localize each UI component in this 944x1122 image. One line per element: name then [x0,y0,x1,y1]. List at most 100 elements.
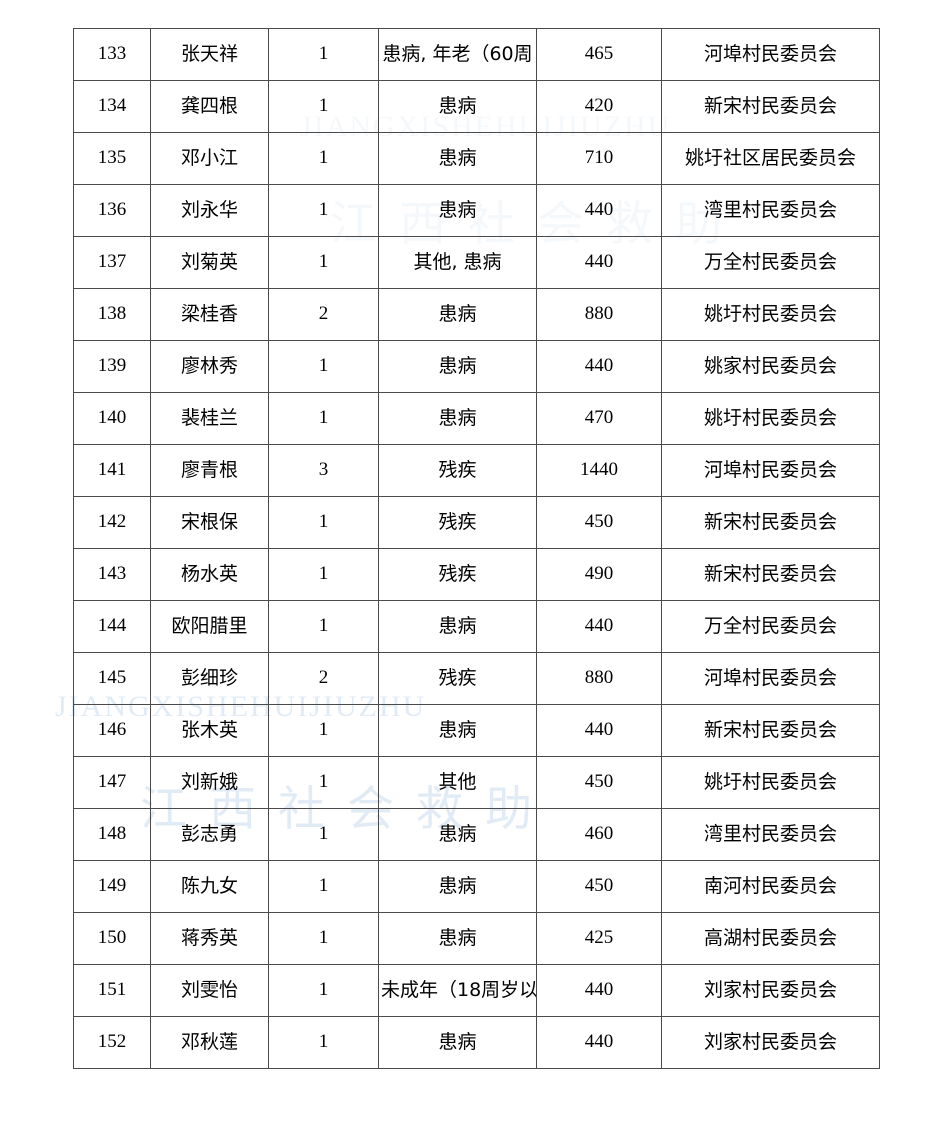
cell-seq: 135 [73,132,151,185]
cell-seq: 145 [73,652,151,705]
cell-seq: 133 [73,28,151,81]
cell-reason: 患病 [378,808,537,861]
table-row: 142 宋根保 1 残疾 450 新宋村民委员会 [73,496,880,549]
table-row: 135 邓小江 1 患病 710 姚圩社区居民委员会 [73,132,880,185]
cell-amount: 490 [536,548,662,601]
cell-reason: 患病, 年老（60周 [378,28,537,81]
table-row: 151 刘雯怡 1 未成年（18周岁以 440 刘家村民委员会 [73,964,880,1017]
cell-name: 廖林秀 [150,340,269,393]
cell-count: 1 [268,28,379,81]
relief-roster-table: 133 张天祥 1 患病, 年老（60周 465 河埠村民委员会 134 龚四根 1 患病 420 新… [73,28,880,1069]
table-row: 149 陈九女 1 患病 450 南河村民委员会 [73,860,880,913]
cell-name: 邓秋莲 [150,1016,269,1069]
cell-reason: 患病 [378,392,537,445]
cell-amount: 465 [536,28,662,81]
cell-count: 1 [268,392,379,445]
table-row: 138 梁桂香 2 患病 880 姚圩村民委员会 [73,288,880,341]
cell-count: 1 [268,132,379,185]
cell-amount: 420 [536,80,662,133]
cell-org: 新宋村民委员会 [661,704,880,757]
table-row: 150 蒋秀英 1 患病 425 高湖村民委员会 [73,912,880,965]
cell-seq: 140 [73,392,151,445]
cell-amount: 460 [536,808,662,861]
cell-org: 河埠村民委员会 [661,652,880,705]
cell-amount: 450 [536,860,662,913]
cell-count: 1 [268,340,379,393]
cell-amount: 470 [536,392,662,445]
cell-seq: 137 [73,236,151,289]
cell-reason: 残疾 [378,652,537,705]
cell-amount: 880 [536,652,662,705]
cell-amount: 440 [536,184,662,237]
cell-org: 新宋村民委员会 [661,496,880,549]
cell-seq: 138 [73,288,151,341]
cell-name: 彭细珍 [150,652,269,705]
cell-name: 刘永华 [150,184,269,237]
cell-org: 姚家村民委员会 [661,340,880,393]
cell-count: 1 [268,860,379,913]
cell-org: 高湖村民委员会 [661,912,880,965]
cell-reason: 患病 [378,600,537,653]
cell-seq: 149 [73,860,151,913]
cell-org: 姚圩村民委员会 [661,392,880,445]
cell-reason: 患病 [378,860,537,913]
cell-org: 刘家村民委员会 [661,964,880,1017]
table-body: 133 张天祥 1 患病, 年老（60周 465 河埠村民委员会 134 龚四根 1 患病 420 新… [73,28,880,1069]
table-row: 152 邓秋莲 1 患病 440 刘家村民委员会 [73,1016,880,1069]
cell-count: 1 [268,756,379,809]
cell-count: 2 [268,652,379,705]
cell-amount: 450 [536,756,662,809]
table-row: 134 龚四根 1 患病 420 新宋村民委员会 [73,80,880,133]
table-row: 133 张天祥 1 患病, 年老（60周 465 河埠村民委员会 [73,28,880,81]
cell-org: 姚圩村民委员会 [661,288,880,341]
cell-reason: 残疾 [378,444,537,497]
cell-count: 1 [268,1016,379,1069]
cell-name: 杨水英 [150,548,269,601]
cell-count: 1 [268,704,379,757]
cell-amount: 440 [536,704,662,757]
table-row: 148 彭志勇 1 患病 460 湾里村民委员会 [73,808,880,861]
cell-org: 河埠村民委员会 [661,28,880,81]
cell-org: 新宋村民委员会 [661,80,880,133]
cell-seq: 134 [73,80,151,133]
cell-seq: 141 [73,444,151,497]
cell-name: 张木英 [150,704,269,757]
cell-amount: 440 [536,236,662,289]
cell-reason: 患病 [378,1016,537,1069]
cell-reason: 残疾 [378,548,537,601]
table-row: 143 杨水英 1 残疾 490 新宋村民委员会 [73,548,880,601]
cell-org: 南河村民委员会 [661,860,880,913]
table-row: 141 廖青根 3 残疾 1440 河埠村民委员会 [73,444,880,497]
cell-seq: 144 [73,600,151,653]
cell-seq: 143 [73,548,151,601]
cell-count: 1 [268,600,379,653]
cell-org: 新宋村民委员会 [661,548,880,601]
cell-org: 姚圩社区居民委员会 [661,132,880,185]
cell-org: 刘家村民委员会 [661,1016,880,1069]
cell-amount: 440 [536,1016,662,1069]
cell-org: 湾里村民委员会 [661,808,880,861]
cell-amount: 440 [536,340,662,393]
cell-name: 蒋秀英 [150,912,269,965]
cell-count: 1 [268,184,379,237]
cell-seq: 150 [73,912,151,965]
cell-seq: 142 [73,496,151,549]
table-row: 137 刘菊英 1 其他, 患病 440 万全村民委员会 [73,236,880,289]
cell-count: 1 [268,808,379,861]
table-row: 136 刘永华 1 患病 440 湾里村民委员会 [73,184,880,237]
table-row: 147 刘新娥 1 其他 450 姚圩村民委员会 [73,756,880,809]
cell-seq: 147 [73,756,151,809]
cell-reason: 未成年（18周岁以 [378,964,537,1017]
cell-reason: 患病 [378,704,537,757]
cell-amount: 425 [536,912,662,965]
cell-org: 湾里村民委员会 [661,184,880,237]
cell-reason: 患病 [378,912,537,965]
cell-amount: 450 [536,496,662,549]
table-row: 140 裴桂兰 1 患病 470 姚圩村民委员会 [73,392,880,445]
cell-reason: 患病 [378,288,537,341]
cell-seq: 152 [73,1016,151,1069]
cell-amount: 1440 [536,444,662,497]
cell-name: 裴桂兰 [150,392,269,445]
table-row: 144 欧阳腊里 1 患病 440 万全村民委员会 [73,600,880,653]
